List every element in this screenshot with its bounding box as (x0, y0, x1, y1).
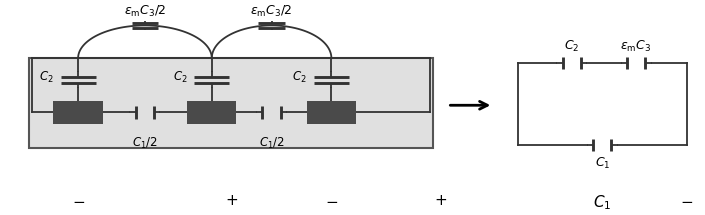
Text: $\varepsilon_{\rm m}C_3$: $\varepsilon_{\rm m}C_3$ (620, 39, 651, 54)
Text: $C_1/2$: $C_1/2$ (259, 136, 284, 151)
Text: $-$: $-$ (325, 193, 338, 208)
Text: $C_2$: $C_2$ (39, 70, 54, 85)
FancyBboxPatch shape (307, 101, 356, 124)
Text: $C_2$: $C_2$ (173, 70, 187, 85)
Text: $+$: $+$ (225, 193, 238, 208)
Text: $C_1$: $C_1$ (593, 193, 611, 212)
FancyBboxPatch shape (54, 101, 103, 124)
FancyBboxPatch shape (187, 101, 236, 124)
Text: $\varepsilon_{\rm m}C_3/2$: $\varepsilon_{\rm m}C_3/2$ (123, 4, 166, 19)
FancyBboxPatch shape (29, 58, 434, 148)
Text: $C_1$: $C_1$ (594, 155, 610, 170)
Text: $C_2$: $C_2$ (564, 39, 580, 54)
Text: $C_1/2$: $C_1/2$ (132, 136, 158, 151)
Text: $C_2$: $C_2$ (292, 70, 307, 85)
Text: $-$: $-$ (71, 193, 85, 208)
Text: $+$: $+$ (434, 193, 447, 208)
Text: $-$: $-$ (680, 193, 693, 208)
Text: $\varepsilon_{\rm m}C_3/2$: $\varepsilon_{\rm m}C_3/2$ (250, 4, 293, 19)
